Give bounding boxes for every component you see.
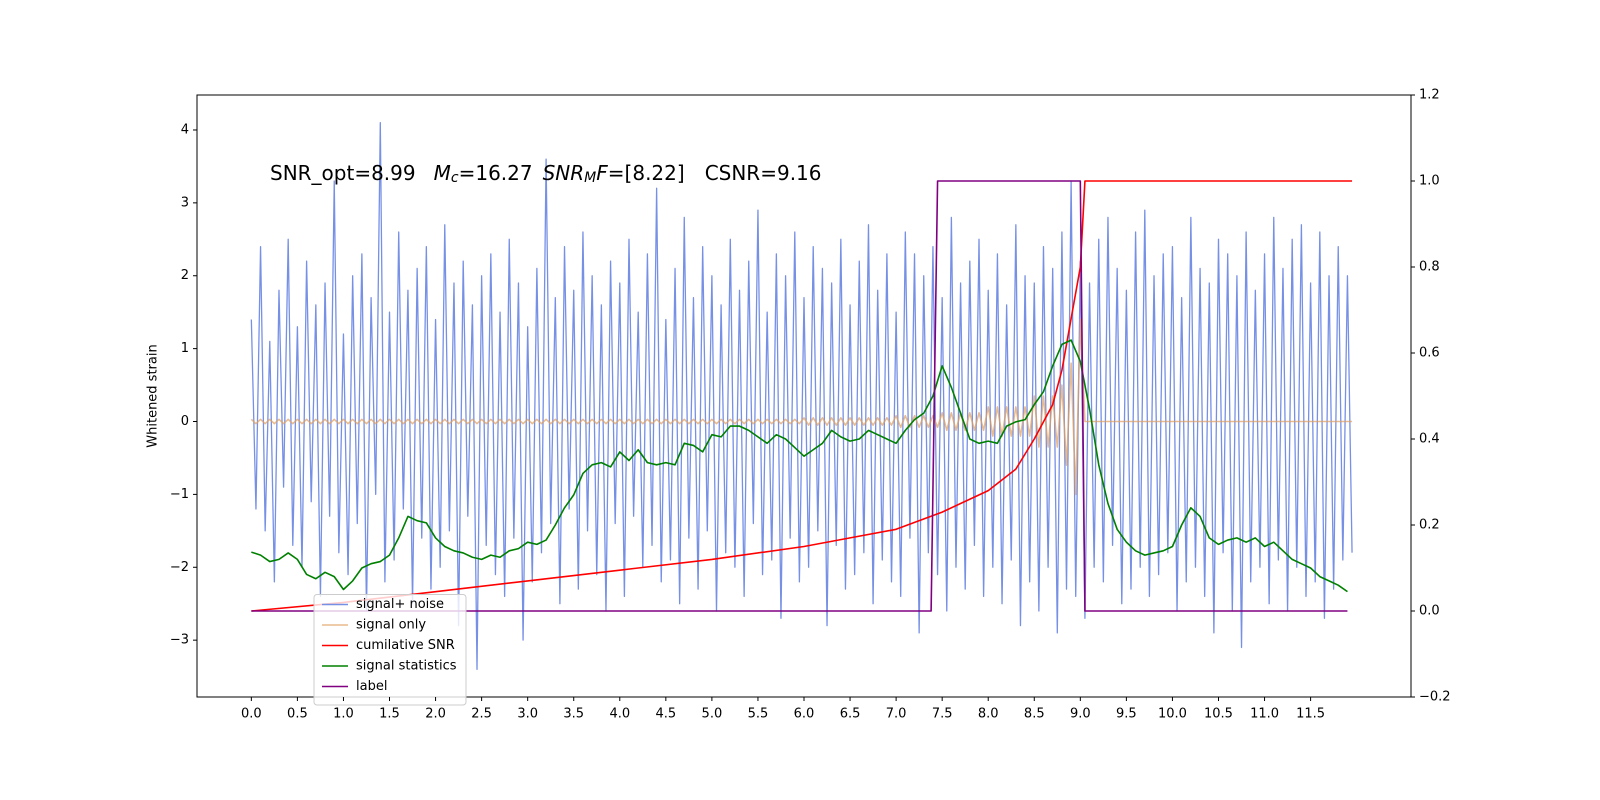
annotation-part: M	[434, 161, 451, 185]
x-tick-label: 2.0	[425, 707, 446, 722]
y-tick-label: 1	[181, 341, 189, 356]
y-tick-label: −2	[170, 560, 189, 575]
x-tick-label: 10.5	[1204, 707, 1233, 722]
x-tick-label: 1.0	[333, 707, 354, 722]
y-tick-label: 4	[181, 122, 189, 137]
legend-label: cumilative SNR	[356, 638, 455, 653]
y2-tick-label: 0.2	[1419, 518, 1440, 533]
x-tick-label: 6.0	[794, 707, 815, 722]
x-tick-label: 9.5	[1116, 707, 1137, 722]
x-tick-label: 8.5	[1024, 707, 1045, 722]
series-line	[250, 318, 1353, 496]
x-tick-label: 5.0	[702, 707, 723, 722]
x-tick-label: 3.0	[517, 707, 538, 722]
y-tick-label: −1	[170, 487, 189, 502]
y-tick-label: 0	[181, 414, 189, 429]
y2-tick-label: 0.8	[1419, 260, 1440, 275]
x-tick-label: 7.5	[932, 707, 953, 722]
annotation-part: =16.27	[459, 161, 533, 185]
legend-label: signal+ noise	[356, 597, 444, 612]
y-axis-label: Whitened strain	[146, 344, 161, 447]
legend-label: signal statistics	[356, 659, 457, 674]
y2-tick-label: −0.2	[1419, 690, 1451, 705]
series-line	[250, 122, 1353, 670]
series-line	[251, 180, 1353, 612]
y-tick-label: −3	[170, 633, 189, 648]
legend-label: signal only	[356, 618, 426, 633]
legend-box	[313, 594, 467, 706]
legend: signal+ noise signal only cumilative SNR si…	[313, 594, 467, 706]
x-tick-label: 11.5	[1296, 707, 1325, 722]
annotation: SNR_opt=8.99 Mc=16.27 SNRMF=[8.22] CSNR=9.1…	[270, 161, 822, 187]
x-tick-label: 0.0	[241, 707, 262, 722]
x-tick-label: 7.0	[886, 707, 907, 722]
x-tick-label: 3.5	[563, 707, 584, 722]
x-tick-label: 4.5	[655, 707, 676, 722]
series-line	[251, 180, 1348, 612]
x-tick-label: 2.5	[471, 707, 492, 722]
y2-tick-label: 0.0	[1419, 604, 1440, 619]
y2-tick-label: 1.2	[1419, 88, 1440, 103]
x-tick-label: 5.5	[748, 707, 769, 722]
x-tick-label: 11.0	[1250, 707, 1279, 722]
y2-tick-label: 1.0	[1419, 174, 1440, 189]
x-tick-label: 9.0	[1070, 707, 1091, 722]
annotation-part: F	[596, 161, 608, 185]
y2-tick-label: 0.4	[1419, 432, 1440, 447]
x-tick-label: 8.0	[978, 707, 999, 722]
annotation-part: c	[451, 170, 459, 186]
legend-label: label	[356, 679, 387, 694]
y2-tick-label: 0.6	[1419, 346, 1440, 361]
x-tick-label: 1.5	[379, 707, 400, 722]
y-tick-label: 3	[181, 195, 189, 210]
annotation-part: CSNR=9.16	[705, 161, 822, 185]
x-tick-label: 10.0	[1158, 707, 1187, 722]
x-tick-label: 6.5	[840, 707, 861, 722]
y-tick-label: 2	[181, 268, 189, 283]
plot-area	[250, 122, 1353, 670]
series-line	[251, 339, 1348, 593]
annotation-part: =[8.22]	[608, 161, 685, 185]
annotation-part: SNR_opt=8.99	[270, 161, 416, 185]
annotation-part: SNR	[543, 161, 585, 185]
x-tick-label: 0.5	[287, 707, 308, 722]
annotation-part: M	[584, 170, 596, 186]
x-tick-label: 4.0	[609, 707, 630, 722]
